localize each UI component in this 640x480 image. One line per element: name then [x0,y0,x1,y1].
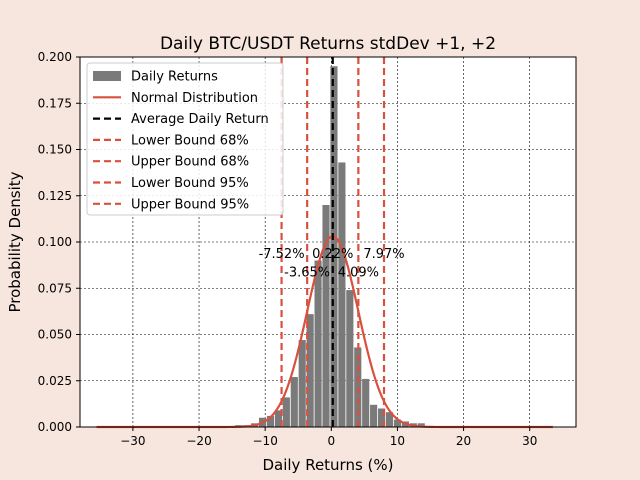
histogram-bar-20 [393,419,402,427]
y-tick-label-8: 0.200 [38,50,72,64]
histogram-bar-12 [330,66,338,427]
annotation-1: 0.22% [312,247,353,262]
legend-swatch-0 [93,71,121,81]
chart-title: Daily BTC/USDT Returns stdDev +1, +2 [160,34,496,54]
histogram-bar-23 [417,423,425,427]
x-tick-label-2: −10 [253,434,278,448]
y-axis-ticks: 0.000 0.025 0.050 0.075 0.100 0.125 0.150 0.175… [38,50,80,434]
histogram-bar-17 [370,404,378,427]
histogram-bar-11 [322,205,330,427]
histogram-bar-9 [306,314,314,427]
histogram-bar-4 [266,415,275,427]
legend-label-2: Average Daily Return [131,112,269,127]
y-tick-label-0: 0.000 [38,420,72,434]
histogram-bar-19 [385,412,394,427]
x-tick-label-5: 20 [456,434,471,448]
legend-label-1: Normal Distribution [131,91,258,106]
annotation-2: 7.97% [363,247,404,262]
annotation-4: 4.09% [338,266,379,281]
x-tick-label-1: −20 [186,434,211,448]
annotation-3: -3.65% [284,266,330,281]
x-tick-label-3: 0 [327,434,335,448]
annotations: -7.52% 0.22% 7.97% -3.65% 4.09% [259,247,405,281]
y-tick-label-6: 0.150 [38,143,72,157]
legend: Daily Returns Normal Distribution Average … [86,62,284,216]
y-tick-label-1: 0.025 [38,374,72,388]
histogram-bar-16 [362,378,370,427]
y-axis-label: Probability Density [6,171,24,312]
y-tick-label-3: 0.075 [38,281,72,295]
y-tick-label-5: 0.125 [38,189,72,203]
legend-box [86,62,284,216]
legend-label-3: Lower Bound 68% [131,133,249,148]
x-axis-label: Daily Returns (%) [262,456,393,474]
histogram-bar-6 [282,397,290,427]
x-axis-ticks: −30 −20 −10 0 10 20 30 [120,427,537,448]
x-tick-label-4: 10 [390,434,405,448]
histogram-bar-10 [314,260,322,427]
legend-label-4: Upper Bound 68% [131,155,249,170]
legend-label-0: Daily Returns [131,70,218,85]
legend-label-5: Lower Bound 95% [131,176,249,191]
histogram-bar-13 [338,162,346,427]
y-tick-label-7: 0.175 [38,96,72,110]
histogram-bar-7 [290,377,298,427]
x-tick-label-6: 30 [522,434,537,448]
histogram-bar-18 [377,408,386,427]
histogram-bar-8 [298,340,306,427]
histogram-bar-5 [274,410,282,427]
y-tick-label-4: 0.100 [38,235,72,249]
histogram-bar-14 [346,290,354,427]
annotation-0: -7.52% [259,247,305,262]
y-tick-label-2: 0.050 [38,328,72,342]
legend-label-6: Upper Bound 95% [131,197,249,212]
x-tick-label-0: −30 [120,434,145,448]
